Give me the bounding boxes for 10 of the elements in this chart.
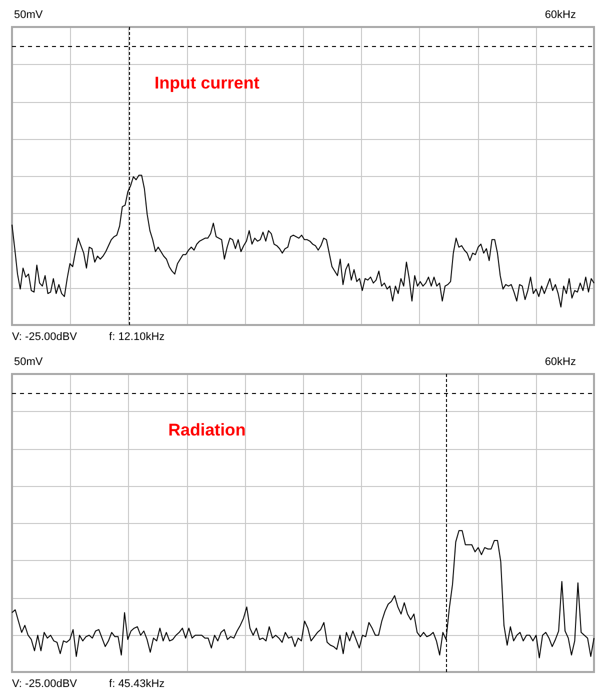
text: f: 12.10kHz [109,331,165,344]
text: 50mV [14,356,44,368]
chart-title: Radiation [168,420,246,440]
text: f: 45.43kHz [109,678,165,690]
text: 50mV [14,9,44,22]
text: 60kHz [544,9,576,22]
chart-title: Input current [154,73,260,92]
text: 60kHz [544,356,576,368]
text: V: -25.00dBV [12,331,78,344]
text: V: -25.00dBV [12,678,78,690]
